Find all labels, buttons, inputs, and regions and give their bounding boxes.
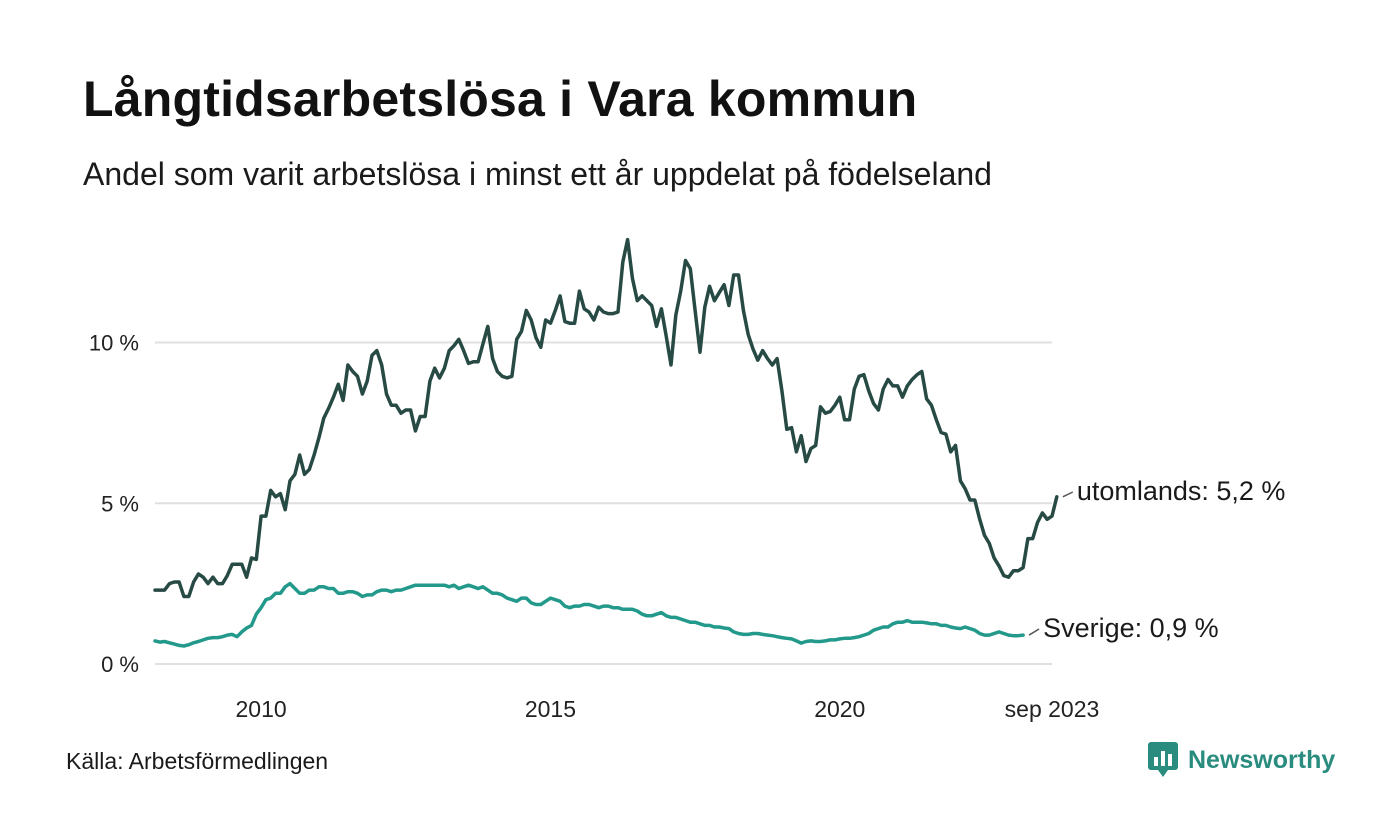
y-axis-tick-labels: 0 % 5 % 10 % bbox=[89, 331, 139, 677]
newsworthy-logo-icon bbox=[1148, 742, 1178, 777]
newsworthy-logo[interactable]: Newsworthy bbox=[1148, 742, 1335, 778]
x-tick-label: 2010 bbox=[235, 696, 286, 722]
series-end-labels: utomlands: 5,2 % Sverige: 0,9 % bbox=[1028, 476, 1286, 643]
gridlines bbox=[155, 341, 1052, 665]
x-tick-label: 2020 bbox=[814, 696, 865, 722]
end-label-connector bbox=[1062, 491, 1074, 498]
brand-name: Newsworthy bbox=[1188, 745, 1336, 774]
source-credit: Källa: Arbetsförmedlingen bbox=[66, 748, 329, 774]
end-label-connector bbox=[1028, 628, 1040, 636]
x-tick-label: 2015 bbox=[525, 696, 576, 722]
series-lines bbox=[153, 237, 1059, 648]
y-tick-label: 10 % bbox=[89, 331, 139, 356]
series-end-label-utomlands: utomlands: 5,2 % bbox=[1077, 476, 1286, 506]
series-end-label-sverige: Sverige: 0,9 % bbox=[1043, 613, 1219, 643]
x-axis-tick-labels: 2010 2015 2020 sep 2023 bbox=[235, 696, 1099, 722]
y-tick-label: 0 % bbox=[101, 652, 139, 677]
chart-subtitle: Andel som varit arbetslösa i minst ett å… bbox=[83, 156, 992, 192]
x-tick-label: sep 2023 bbox=[1005, 696, 1100, 722]
y-tick-label: 5 % bbox=[101, 491, 139, 516]
series-line-utomlands bbox=[153, 237, 1059, 599]
series-line-sverige bbox=[153, 581, 1025, 648]
chart-title: Långtidsarbetslösa i Vara kommun bbox=[83, 71, 918, 127]
